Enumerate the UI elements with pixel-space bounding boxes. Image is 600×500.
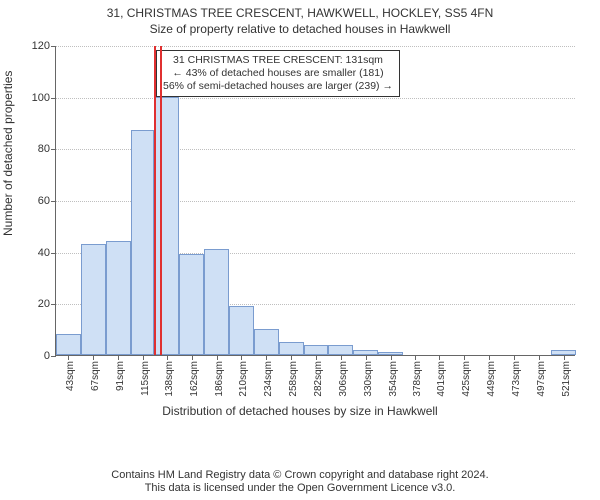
x-tick-label: 210sqm	[238, 361, 249, 397]
x-tick-label: 354sqm	[388, 361, 399, 397]
x-tick-mark	[143, 355, 144, 360]
x-tick-label: 91sqm	[115, 361, 126, 391]
plot-area: 31 CHRISTMAS TREE CRESCENT: 131sqm ← 43%…	[55, 46, 575, 356]
histogram-bar	[179, 254, 204, 355]
x-tick-mark	[192, 355, 193, 360]
histogram-bar	[154, 97, 179, 355]
x-tick-label: 473sqm	[511, 361, 522, 397]
footer-line2: This data is licensed under the Open Gov…	[0, 482, 600, 496]
x-tick-mark	[564, 355, 565, 360]
x-tick-label: 186sqm	[214, 361, 225, 397]
annotation-line3: 56% of semi-detached houses are larger (…	[163, 80, 393, 93]
x-tick-label: 282sqm	[313, 361, 324, 397]
x-tick-label: 43sqm	[65, 361, 76, 391]
x-tick-label: 330sqm	[363, 361, 374, 397]
x-tick-mark	[514, 355, 515, 360]
histogram-bar	[229, 306, 254, 355]
x-tick-label: 162sqm	[189, 361, 200, 397]
x-tick-label: 234sqm	[263, 361, 274, 397]
footer-attribution: Contains HM Land Registry data © Crown c…	[0, 469, 600, 497]
histogram-bar	[81, 244, 106, 355]
x-tick-mark	[241, 355, 242, 360]
x-tick-mark	[464, 355, 465, 360]
y-tick-label: 20	[38, 298, 50, 310]
x-tick-label: 425sqm	[461, 361, 472, 397]
x-tick-mark	[439, 355, 440, 360]
y-tick-label: 120	[32, 40, 50, 52]
histogram-bar	[328, 345, 353, 355]
y-tick-mark	[51, 356, 56, 357]
histogram-bar	[106, 241, 131, 355]
x-tick-mark	[167, 355, 168, 360]
x-tick-mark	[68, 355, 69, 360]
annotation-line2: ← 43% of detached houses are smaller (18…	[163, 67, 393, 80]
y-gridline	[56, 98, 575, 99]
x-tick-label: 378sqm	[412, 361, 423, 397]
reference-line	[160, 46, 162, 355]
x-tick-label: 401sqm	[436, 361, 447, 397]
x-tick-mark	[266, 355, 267, 360]
y-tick-label: 40	[38, 247, 50, 259]
x-tick-mark	[118, 355, 119, 360]
y-tick-mark	[51, 98, 56, 99]
x-tick-mark	[341, 355, 342, 360]
histogram-bar	[131, 130, 155, 355]
annotation-box: 31 CHRISTMAS TREE CRESCENT: 131sqm ← 43%…	[156, 50, 400, 97]
x-tick-label: 306sqm	[338, 361, 349, 397]
x-tick-label: 115sqm	[140, 361, 151, 396]
x-tick-mark	[93, 355, 94, 360]
chart-title-line2: Size of property relative to detached ho…	[0, 20, 600, 36]
histogram-bar	[304, 345, 329, 355]
x-tick-label: 497sqm	[536, 361, 547, 397]
x-tick-label: 138sqm	[164, 361, 175, 397]
x-tick-mark	[489, 355, 490, 360]
x-tick-mark	[391, 355, 392, 360]
x-tick-label: 258sqm	[288, 361, 299, 397]
y-tick-label: 0	[44, 350, 50, 362]
annotation-line1: 31 CHRISTMAS TREE CRESCENT: 131sqm	[163, 54, 393, 67]
y-tick-mark	[51, 253, 56, 254]
x-tick-mark	[539, 355, 540, 360]
y-tick-mark	[51, 149, 56, 150]
y-axis-title: Number of detached properties	[1, 71, 15, 236]
x-tick-label: 521sqm	[561, 361, 572, 397]
x-tick-mark	[366, 355, 367, 360]
x-tick-label: 67sqm	[90, 361, 101, 391]
x-tick-mark	[291, 355, 292, 360]
x-tick-label: 449sqm	[486, 361, 497, 397]
footer-line1: Contains HM Land Registry data © Crown c…	[0, 469, 600, 483]
y-tick-label: 80	[38, 143, 50, 155]
y-tick-mark	[51, 304, 56, 305]
chart-container: Number of detached properties 31 CHRISTM…	[0, 36, 600, 436]
y-tick-mark	[51, 201, 56, 202]
y-tick-label: 100	[32, 92, 50, 104]
x-tick-mark	[316, 355, 317, 360]
y-tick-mark	[51, 46, 56, 47]
chart-title-line1: 31, CHRISTMAS TREE CRESCENT, HAWKWELL, H…	[0, 0, 600, 20]
histogram-bar	[279, 342, 304, 355]
y-gridline	[56, 46, 575, 47]
histogram-bar	[254, 329, 279, 355]
x-tick-mark	[415, 355, 416, 360]
x-tick-mark	[217, 355, 218, 360]
histogram-bar	[204, 249, 229, 355]
histogram-bar	[56, 334, 81, 355]
reference-line	[154, 46, 156, 355]
x-axis-title: Distribution of detached houses by size …	[0, 404, 600, 418]
y-tick-label: 60	[38, 195, 50, 207]
